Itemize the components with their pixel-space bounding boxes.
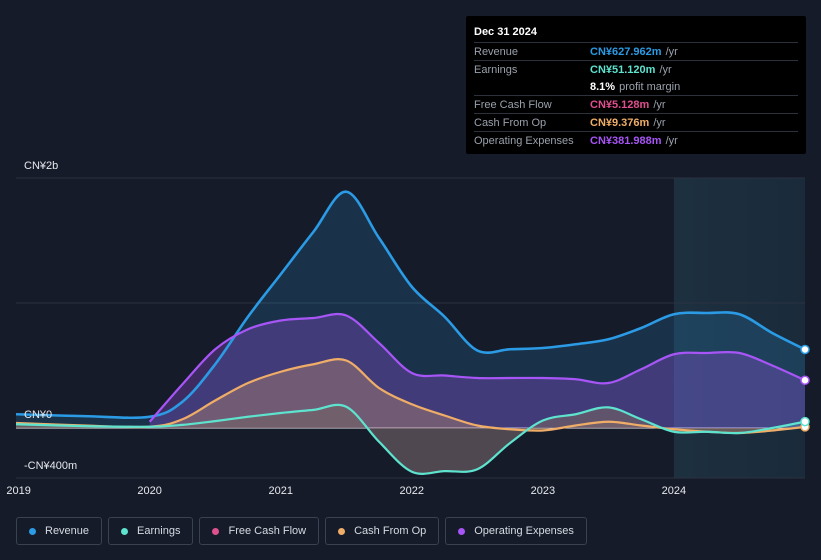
- end-dot-earnings: [800, 416, 810, 427]
- legend-dot-icon: [212, 527, 220, 535]
- legend-item-operating-expenses[interactable]: Operating Expenses: [445, 517, 587, 545]
- tooltip-row-unit: /yr: [665, 45, 678, 58]
- line-operating-expenses: [148, 312, 806, 423]
- x-tick-label-2021: 2021: [268, 485, 293, 497]
- tooltip-row: Cash From Op CN¥9.376m/yr: [474, 113, 798, 131]
- tooltip-row-label: Revenue: [474, 45, 519, 58]
- tooltip-row-value: CN¥381.988m: [590, 134, 662, 147]
- tooltip-row-unit: /yr: [653, 98, 666, 111]
- tooltip-row-label: Cash From Op: [474, 116, 547, 129]
- x-tick-label-2022: 2022: [399, 485, 425, 497]
- legend-item-earnings[interactable]: Earnings: [108, 517, 194, 545]
- y-tick-label-top: CN¥2b: [24, 160, 59, 172]
- legend-label: Earnings: [137, 525, 181, 537]
- line-revenue: [15, 190, 806, 420]
- tooltip-row-value: CN¥5.128m: [590, 98, 650, 111]
- legend-label: Free Cash Flow: [228, 525, 307, 537]
- tooltip-row: Revenue CN¥627.962m/yr: [474, 42, 798, 60]
- legend-dot-icon: [458, 527, 466, 535]
- legend-label: Revenue: [45, 525, 90, 537]
- tooltip-date: Dec 31 2024: [474, 26, 537, 38]
- legend-item-revenue[interactable]: Revenue: [16, 517, 103, 545]
- tooltip-row-value: CN¥51.120m: [590, 63, 656, 76]
- x-tick-label-2024: 2024: [661, 485, 687, 497]
- legend-label: Cash From Op: [354, 525, 427, 537]
- y-tick-label-bottom: -CN¥400m: [24, 460, 78, 472]
- legend-item-cash-from-op[interactable]: Cash From Op: [325, 517, 440, 545]
- area-operating-expenses: [149, 314, 805, 428]
- x-tick-label-2019: 2019: [6, 485, 31, 497]
- x-tick-label-2020: 2020: [137, 485, 162, 497]
- tooltip-row-value: 8.1%: [590, 80, 616, 93]
- tooltip-row-label: Earnings: [474, 63, 518, 76]
- legend-item-free-cash-flow[interactable]: Free Cash Flow: [199, 517, 320, 545]
- tooltip-row: 8.1% profit margin: [474, 78, 798, 95]
- tooltip-row-unit: /yr: [653, 116, 666, 129]
- legend-label: Operating Expenses: [474, 525, 574, 537]
- tooltip-row-label: Free Cash Flow: [474, 98, 552, 111]
- tooltip-row: Operating Expenses CN¥381.988m/yr: [474, 131, 798, 149]
- legend-dot-icon: [121, 527, 129, 535]
- tooltip-row-value: CN¥627.962m: [590, 45, 662, 58]
- tooltip: Dec 31 2024 Revenue CN¥627.962m/yr Earning…: [466, 16, 806, 154]
- end-dot-operating-expenses: [800, 375, 810, 385]
- legend: Revenue Earnings Free Cash Flow Cash From O…: [16, 517, 587, 545]
- legend-dot-icon: [29, 527, 36, 535]
- tooltip-row-value: CN¥9.376m: [590, 116, 650, 129]
- legend-dot-icon: [338, 527, 346, 535]
- line-cash-from-op: [15, 358, 806, 435]
- end-dot-revenue: [800, 344, 810, 355]
- area-cash-from-op: [16, 359, 805, 434]
- tooltip-row-unit: /yr: [659, 63, 672, 76]
- tooltip-row-label: Operating Expenses: [474, 134, 574, 147]
- line-earnings: [15, 403, 806, 475]
- y-tick-label-zero: CN¥0: [24, 409, 53, 421]
- tooltip-row-unit: profit margin: [619, 80, 681, 93]
- x-tick-label-2023: 2023: [530, 485, 556, 497]
- tooltip-row: Free Cash Flow CN¥5.128m/yr: [474, 95, 798, 113]
- tooltip-row-unit: /yr: [665, 134, 678, 147]
- tooltip-row: Earnings CN¥51.120m/yr: [474, 60, 798, 78]
